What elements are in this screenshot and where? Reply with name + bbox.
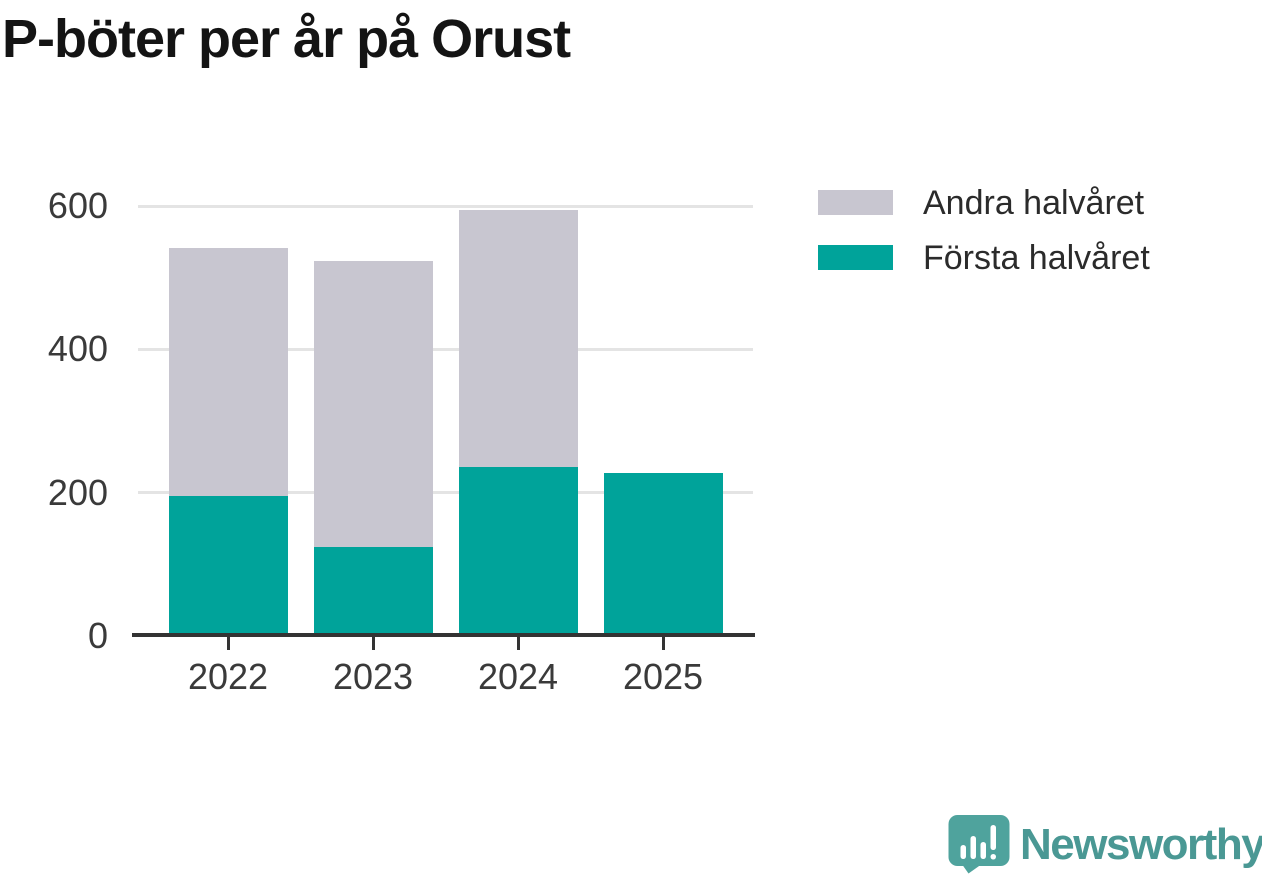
bar-2023-forsta-halvaret bbox=[313, 547, 433, 636]
bar-2022-forsta-halvaret bbox=[168, 496, 288, 636]
x-axis-line bbox=[132, 633, 755, 637]
legend-swatch-forsta-halvaret bbox=[818, 245, 893, 270]
x-tick-2024 bbox=[516, 637, 520, 650]
x-tick-label-2025: 2025 bbox=[622, 656, 704, 697]
gridline-400 bbox=[138, 347, 753, 351]
legend-item-forsta-halvaret: Första halvåret bbox=[818, 241, 1150, 275]
legend-item-andra-halvaret: Andra halvåret bbox=[818, 186, 1150, 220]
bar-2023-andra-halvaret bbox=[313, 261, 433, 548]
bar-2024-andra-halvaret bbox=[458, 210, 578, 467]
legend-label-andra-halvaret: Andra halvåret bbox=[923, 183, 1145, 222]
brand-logo: Newsworthy bbox=[948, 815, 1262, 874]
newsworthy-logo-icon bbox=[948, 815, 1010, 874]
x-tick-label-2022: 2022 bbox=[187, 656, 269, 697]
y-tick-label-200: 200 bbox=[47, 471, 108, 513]
x-tick-label-2024: 2024 bbox=[477, 656, 559, 697]
x-tick-label-2023: 2023 bbox=[332, 656, 414, 697]
y-tick-label-600: 600 bbox=[47, 185, 108, 226]
legend-swatch-andra-halvaret bbox=[818, 190, 893, 215]
legend: Andra halvåret Första halvåret bbox=[818, 186, 1150, 300]
x-tick-2022 bbox=[226, 637, 230, 650]
y-tick-label-400: 400 bbox=[47, 328, 108, 370]
gridline-200 bbox=[138, 491, 753, 495]
y-tick-label-0: 0 bbox=[87, 615, 108, 656]
bar-2025-forsta-halvaret bbox=[603, 472, 723, 636]
bar-2024-forsta-halvaret bbox=[458, 466, 578, 636]
x-tick-2023 bbox=[371, 637, 375, 650]
bar-2022-andra-halvaret bbox=[168, 247, 288, 497]
newsworthy-wordmark: Newsworthy bbox=[1020, 819, 1262, 869]
legend-label-forsta-halvaret: Första halvåret bbox=[923, 238, 1150, 277]
plot-area bbox=[132, 204, 755, 650]
x-tick-2025 bbox=[661, 637, 665, 650]
gridline-600 bbox=[138, 204, 753, 208]
chart-title: P-böter per år på Orust bbox=[2, 9, 571, 69]
